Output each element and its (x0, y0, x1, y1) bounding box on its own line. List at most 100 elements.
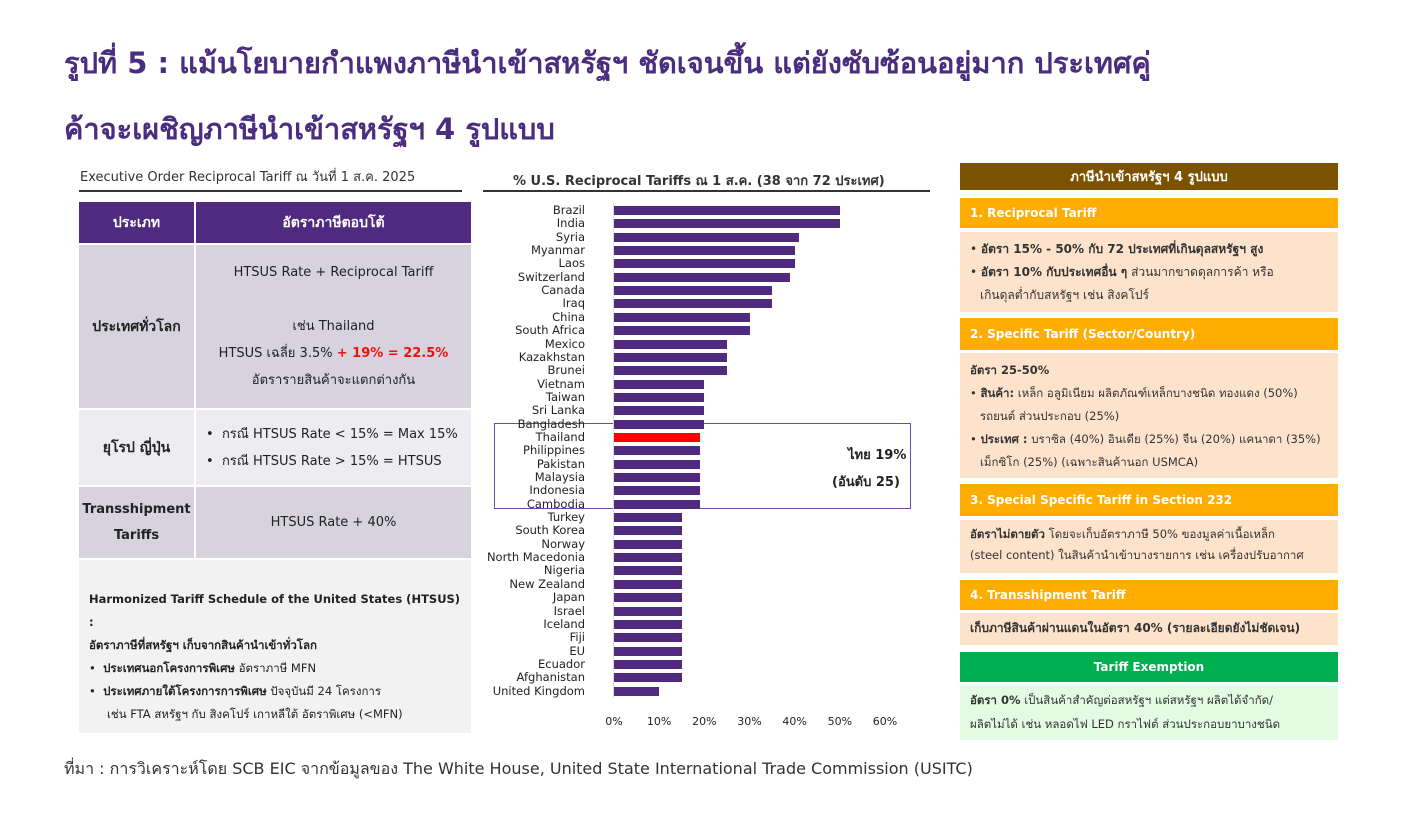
category-label: Cambodia (526, 496, 585, 511)
bar (614, 659, 682, 669)
bar (614, 259, 795, 269)
category-label: Sri Lanka (531, 403, 585, 418)
bar (614, 606, 682, 616)
bar (614, 286, 773, 296)
bar (614, 673, 682, 683)
exemption-title: Tariff Exemption (960, 652, 1338, 682)
s1-b2-cont: เกินดุลต่ำกับสหรัฐฯ เช่น สิงคโปร์ (980, 288, 1149, 302)
category-label: Bangladesh (517, 416, 585, 431)
category-label: South Korea (515, 523, 585, 538)
x-tick-label: 50% (827, 715, 853, 728)
exemption-body: อัตรา 0% เป็นสินค้าสำคัญต่อสหรัฐฯ แต่สหร… (960, 686, 1338, 740)
bullet-bold: ประเทศภายใต้โครงการการพิเศษ (103, 684, 267, 698)
category-label: Indonesia (529, 483, 585, 498)
row-transshipment-value: HTSUS Rate + 40% (196, 487, 471, 558)
bar (614, 646, 682, 656)
category-label: Malaysia (534, 470, 585, 484)
category-label: Laos (558, 256, 585, 271)
s3-line2: (steel content) ในสินค้านำเข้าบางรายการ … (970, 548, 1304, 562)
ex-text: เป็นสินค้าสำคัญต่อสหรัฐฯ แต่สหรัฐฯ ผลิตไ… (1024, 693, 1274, 707)
category-label: Brazil (552, 203, 585, 217)
bar-highlight (614, 432, 700, 442)
bar (614, 326, 750, 336)
s2-b2-text: บราซิล (40%) อินเดีย (25%) จีน (20%) แคน… (1031, 432, 1321, 446)
formula: HTSUS Rate + Reciprocal Tariff (233, 265, 434, 280)
bar (614, 246, 795, 256)
bullet-text: อัตราภาษี MFN (238, 661, 317, 675)
category-label: Turkey (547, 510, 585, 525)
case-low: กรณี HTSUS Rate < 15% = Max 15% (221, 426, 458, 442)
s1-b2-bold: อัตรา 10% กับประเทศอื่น ๆ (980, 265, 1128, 279)
s1-b1: อัตรา 15% - 50% กับ 72 ประเทศที่เกินดุลส… (980, 242, 1264, 256)
category-label: Switzerland (517, 269, 585, 284)
category-label: EU (569, 643, 585, 658)
s2-b1-cont: รถยนต์ ส่วนประกอบ (25%) (980, 409, 1120, 423)
category-label: Myanmar (530, 243, 585, 258)
row-global-value: HTSUS Rate + Reciprocal Tariff เช่น Thai… (196, 245, 471, 408)
page-title-line1: รูปที่ 5 : แม้นโยบายกำแพงภาษีนำเข้าสหรัฐ… (64, 46, 1151, 80)
category-label: India (556, 216, 585, 231)
category-label: Israel (553, 603, 585, 618)
bar (614, 206, 840, 215)
category-label: Kazakhstan (518, 349, 585, 364)
header-rate: อัตราภาษีตอบโต้ (196, 202, 471, 243)
bar (614, 686, 660, 696)
section3-title: 3. Special Specific Tariff in Section 23… (960, 484, 1338, 516)
bar (614, 272, 791, 282)
page-title-line2: ค้าจะเผชิญภาษีนำเข้าสหรัฐฯ 4 รูปแบบ (64, 112, 555, 146)
x-tick-label: 30% (737, 715, 762, 728)
category-label: Iceland (543, 616, 585, 631)
section1-body: • อัตรา 15% - 50% กับ 72 ประเทศที่เกินดุ… (960, 232, 1338, 312)
category-label: Philippines (523, 443, 585, 458)
left-subtitle: Executive Order Reciprocal Tariff ณ วันท… (80, 170, 416, 185)
bullet-text: ปัจจุบันมี 24 โครงการ (270, 684, 382, 698)
x-tick-label: 0% (605, 715, 623, 728)
s3-bold: อัตราไม่ตายตัว (970, 527, 1045, 541)
category-label: Ecuador (538, 656, 585, 671)
x-tick-label: 60% (872, 715, 898, 728)
thai-total: + 19% = 22.5% (336, 346, 449, 361)
category-label: South Africa (515, 323, 585, 338)
category-label: North Macedonia (486, 550, 585, 565)
bar (614, 446, 700, 456)
bullet: • กรณี HTSUS Rate > 15% = HTSUS (206, 453, 442, 469)
bar (614, 579, 682, 589)
row-global-label: ประเทศทั่วโลก (79, 245, 194, 408)
x-tick-label: 40% (782, 715, 807, 728)
bar (614, 566, 682, 576)
bar (614, 352, 727, 362)
notes-bullet: • ประเทศนอกโครงการพิเศษ อัตราภาษี MFN (89, 661, 317, 675)
row-eu-japan-label: ยุโรป ญี่ปุ่น (79, 410, 194, 485)
notes-bullet: • ประเทศภายใต้โครงการการพิเศษ ปัจจุบันมี… (89, 684, 382, 698)
s1-bullet: • อัตรา 10% กับประเทศอื่น ๆ ส่วนมากขาดดุ… (970, 265, 1274, 279)
section4-title: 4. Transshipment Tariff (960, 580, 1338, 610)
category-label: Taiwan (545, 389, 585, 404)
s2-b1-text: เหล็ก อลูมิเนียม ผลิตภัณฑ์เหล็กบางชนิด ท… (1017, 386, 1298, 400)
bar (614, 339, 727, 349)
category-label: Afghanistan (516, 670, 585, 685)
bar (614, 486, 700, 496)
section1-title: 1. Reciprocal Tariff (960, 198, 1338, 228)
category-label: United Kingdom (492, 683, 585, 698)
right-header: ภาษีนำเข้าสหรัฐฯ 4 รูปแบบ (960, 163, 1338, 190)
section2-title: 2. Specific Tariff (Sector/Country) (960, 318, 1338, 350)
section4-body: เก็บภาษีสินค้าผ่านแดนในอัตรา 40% (รายละเ… (960, 613, 1338, 645)
bullet-bold: ประเทศนอกโครงการพิเศษ (103, 661, 235, 675)
note: อัตรารายสินค้าจะแตกต่างกัน (251, 373, 416, 388)
thai-htsus: HTSUS เฉลี่ย 3.5% (218, 346, 333, 361)
ex-line2: ผลิตไม่ได้ เช่น หลอดไฟ LED กราไฟต์ ส่วนป… (970, 717, 1281, 731)
category-label: Iraq (562, 296, 585, 311)
header-type: ประเภท (79, 202, 194, 243)
bar (614, 392, 705, 402)
divider (79, 190, 462, 192)
source-note: ที่มา : การวิเคราะห์โดย SCB EIC จากข้อมู… (64, 759, 973, 778)
bar (614, 406, 705, 416)
annotation-rank: (อันดับ 25) (832, 475, 900, 490)
bullet: • กรณี HTSUS Rate < 15% = Max 15% (206, 426, 458, 442)
notes-continuation: เช่น FTA สหรัฐฯ กับ สิงคโปร์ เกาหลีใต้ อ… (107, 707, 403, 721)
category-label: Vietnam (537, 376, 585, 391)
bar (614, 219, 840, 229)
bar (614, 459, 700, 469)
thai-calc: HTSUS เฉลี่ย 3.5% + 19% = 22.5% (219, 340, 449, 367)
s3-line1: อัตราไม่ตายตัว โดยจะเก็บอัตราภาษี 50% ขอ… (970, 524, 1328, 545)
